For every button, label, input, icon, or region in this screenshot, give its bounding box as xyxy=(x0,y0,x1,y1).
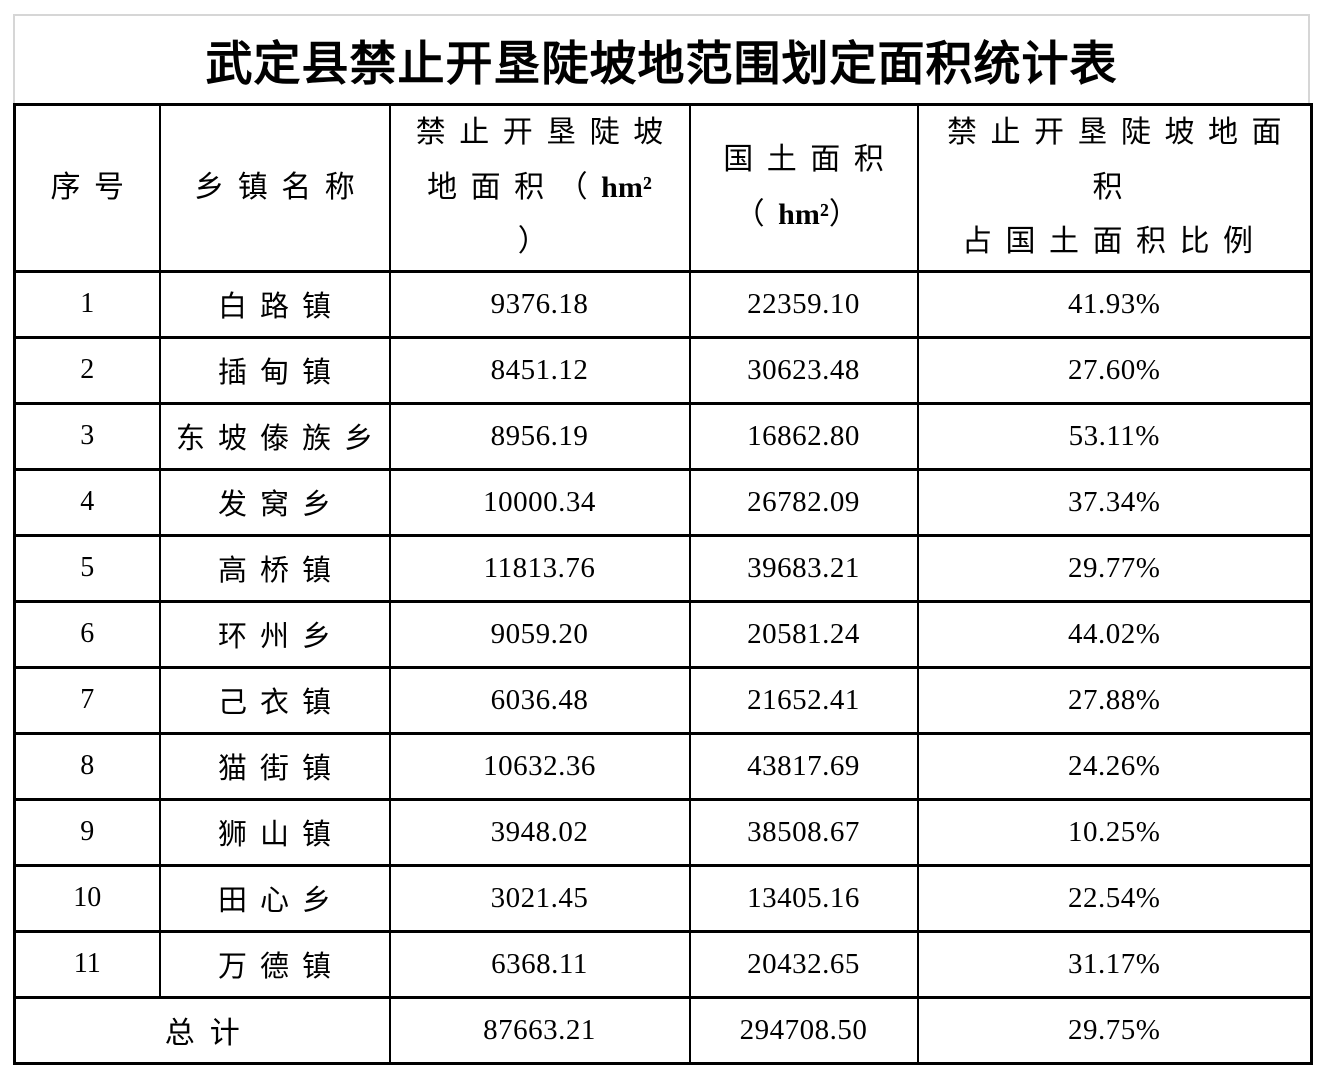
table-row: 10 田心乡 3021.45 13405.16 22.54% xyxy=(13,863,1313,933)
cell-land-area: 38508.67 xyxy=(688,797,919,867)
cell-town: 发窝乡 xyxy=(158,467,391,537)
cell-land-area: 20581.24 xyxy=(688,599,919,669)
cell-town: 狮山镇 xyxy=(158,797,391,867)
cell-town: 田心乡 xyxy=(158,863,391,933)
cell-land-area: 39683.21 xyxy=(688,533,919,603)
cell-seq: 6 xyxy=(13,599,161,669)
cell-slope-area: 3948.02 xyxy=(388,797,691,867)
table-title: 武定县禁止开垦陡坡地范围划定面积统计表 xyxy=(13,14,1310,103)
col-header-seq: 序号 xyxy=(13,103,161,273)
cell-town: 己衣镇 xyxy=(158,665,391,735)
cell-ratio: 41.93% xyxy=(916,269,1313,339)
cell-land-area: 43817.69 xyxy=(688,731,919,801)
header-row: 序号 乡镇名称 禁止开垦陡坡 地面积（hm² ） 国土面积 （hm²） 禁止开垦… xyxy=(13,103,1313,273)
table-row: 6 环州乡 9059.20 20581.24 44.02% xyxy=(13,599,1313,669)
cell-seq: 7 xyxy=(13,665,161,735)
cell-slope-area: 6036.48 xyxy=(388,665,691,735)
cell-seq: 8 xyxy=(13,731,161,801)
total-ratio: 29.75% xyxy=(916,995,1313,1065)
statistics-sheet: 武定县禁止开垦陡坡地范围划定面积统计表 序号 乡镇名称 禁止开垦陡坡 地面积（h… xyxy=(13,14,1313,1065)
cell-land-area: 13405.16 xyxy=(688,863,919,933)
cell-slope-area: 11813.76 xyxy=(388,533,691,603)
cell-seq: 5 xyxy=(13,533,161,603)
col-header-town: 乡镇名称 xyxy=(158,103,391,273)
cell-slope-area: 6368.11 xyxy=(388,929,691,999)
cell-slope-area: 9376.18 xyxy=(388,269,691,339)
col-header-slope-area: 禁止开垦陡坡 地面积（hm² ） xyxy=(388,103,691,273)
cell-land-area: 21652.41 xyxy=(688,665,919,735)
cell-town: 白路镇 xyxy=(158,269,391,339)
cell-seq: 1 xyxy=(13,269,161,339)
cell-town: 插甸镇 xyxy=(158,335,391,405)
table-row: 4 发窝乡 10000.34 26782.09 37.34% xyxy=(13,467,1313,537)
table-row: 9 狮山镇 3948.02 38508.67 10.25% xyxy=(13,797,1313,867)
cell-ratio: 22.54% xyxy=(916,863,1313,933)
cell-land-area: 16862.80 xyxy=(688,401,919,471)
table-header: 序号 乡镇名称 禁止开垦陡坡 地面积（hm² ） 国土面积 （hm²） 禁止开垦… xyxy=(13,103,1313,273)
table-row: 1 白路镇 9376.18 22359.10 41.93% xyxy=(13,269,1313,339)
table-row: 2 插甸镇 8451.12 30623.48 27.60% xyxy=(13,335,1313,405)
cell-ratio: 53.11% xyxy=(916,401,1313,471)
cell-ratio: 31.17% xyxy=(916,929,1313,999)
unit-hm2: hm² xyxy=(778,197,829,231)
cell-ratio: 29.77% xyxy=(916,533,1313,603)
cell-ratio: 37.34% xyxy=(916,467,1313,537)
cell-ratio: 24.26% xyxy=(916,731,1313,801)
cell-town: 东坡傣族乡 xyxy=(158,401,391,471)
cell-ratio: 27.60% xyxy=(916,335,1313,405)
cell-seq: 4 xyxy=(13,467,161,537)
cell-town: 猫街镇 xyxy=(158,731,391,801)
cell-slope-area: 8956.19 xyxy=(388,401,691,471)
cell-seq: 9 xyxy=(13,797,161,867)
cell-ratio: 10.25% xyxy=(916,797,1313,867)
table-row: 3 东坡傣族乡 8956.19 16862.80 53.11% xyxy=(13,401,1313,471)
total-label: 总计 xyxy=(13,995,391,1065)
cell-ratio: 27.88% xyxy=(916,665,1313,735)
cell-town: 环州乡 xyxy=(158,599,391,669)
cell-land-area: 22359.10 xyxy=(688,269,919,339)
cell-slope-area: 10632.36 xyxy=(388,731,691,801)
cell-town: 高桥镇 xyxy=(158,533,391,603)
cell-land-area: 30623.48 xyxy=(688,335,919,405)
cell-slope-area: 10000.34 xyxy=(388,467,691,537)
col-header-land-area-text: 国土面积 （ xyxy=(723,143,898,231)
col-header-land-area-close: ） xyxy=(828,197,873,231)
cell-ratio: 44.02% xyxy=(916,599,1313,669)
cell-slope-area: 9059.20 xyxy=(388,599,691,669)
cell-land-area: 26782.09 xyxy=(688,467,919,537)
cell-seq: 2 xyxy=(13,335,161,405)
unit-hm2: hm² xyxy=(601,170,652,204)
cell-slope-area: 8451.12 xyxy=(388,335,691,405)
col-header-slope-area-close: ） xyxy=(517,225,562,259)
total-land-area: 294708.50 xyxy=(688,995,919,1065)
total-row: 总计 87663.21 294708.50 29.75% xyxy=(13,995,1313,1065)
col-header-ratio: 禁止开垦陡坡地面积 占国土面积比例 xyxy=(916,103,1313,273)
cell-slope-area: 3021.45 xyxy=(388,863,691,933)
table-body: 1 白路镇 9376.18 22359.10 41.93% 2 插甸镇 8451… xyxy=(13,269,1313,1065)
table-row: 5 高桥镇 11813.76 39683.21 29.77% xyxy=(13,533,1313,603)
total-slope-area: 87663.21 xyxy=(388,995,691,1065)
col-header-land-area: 国土面积 （hm²） xyxy=(688,103,919,273)
cell-town: 万德镇 xyxy=(158,929,391,999)
cell-land-area: 20432.65 xyxy=(688,929,919,999)
table-row: 7 己衣镇 6036.48 21652.41 27.88% xyxy=(13,665,1313,735)
cell-seq: 11 xyxy=(13,929,161,999)
col-header-slope-area-text: 禁止开垦陡坡 地面积（ xyxy=(415,116,677,204)
cell-seq: 10 xyxy=(13,863,161,933)
table-row: 11 万德镇 6368.11 20432.65 31.17% xyxy=(13,929,1313,999)
statistics-table: 序号 乡镇名称 禁止开垦陡坡 地面积（hm² ） 国土面积 （hm²） 禁止开垦… xyxy=(13,103,1313,1065)
cell-seq: 3 xyxy=(13,401,161,471)
table-row: 8 猫街镇 10632.36 43817.69 24.26% xyxy=(13,731,1313,801)
